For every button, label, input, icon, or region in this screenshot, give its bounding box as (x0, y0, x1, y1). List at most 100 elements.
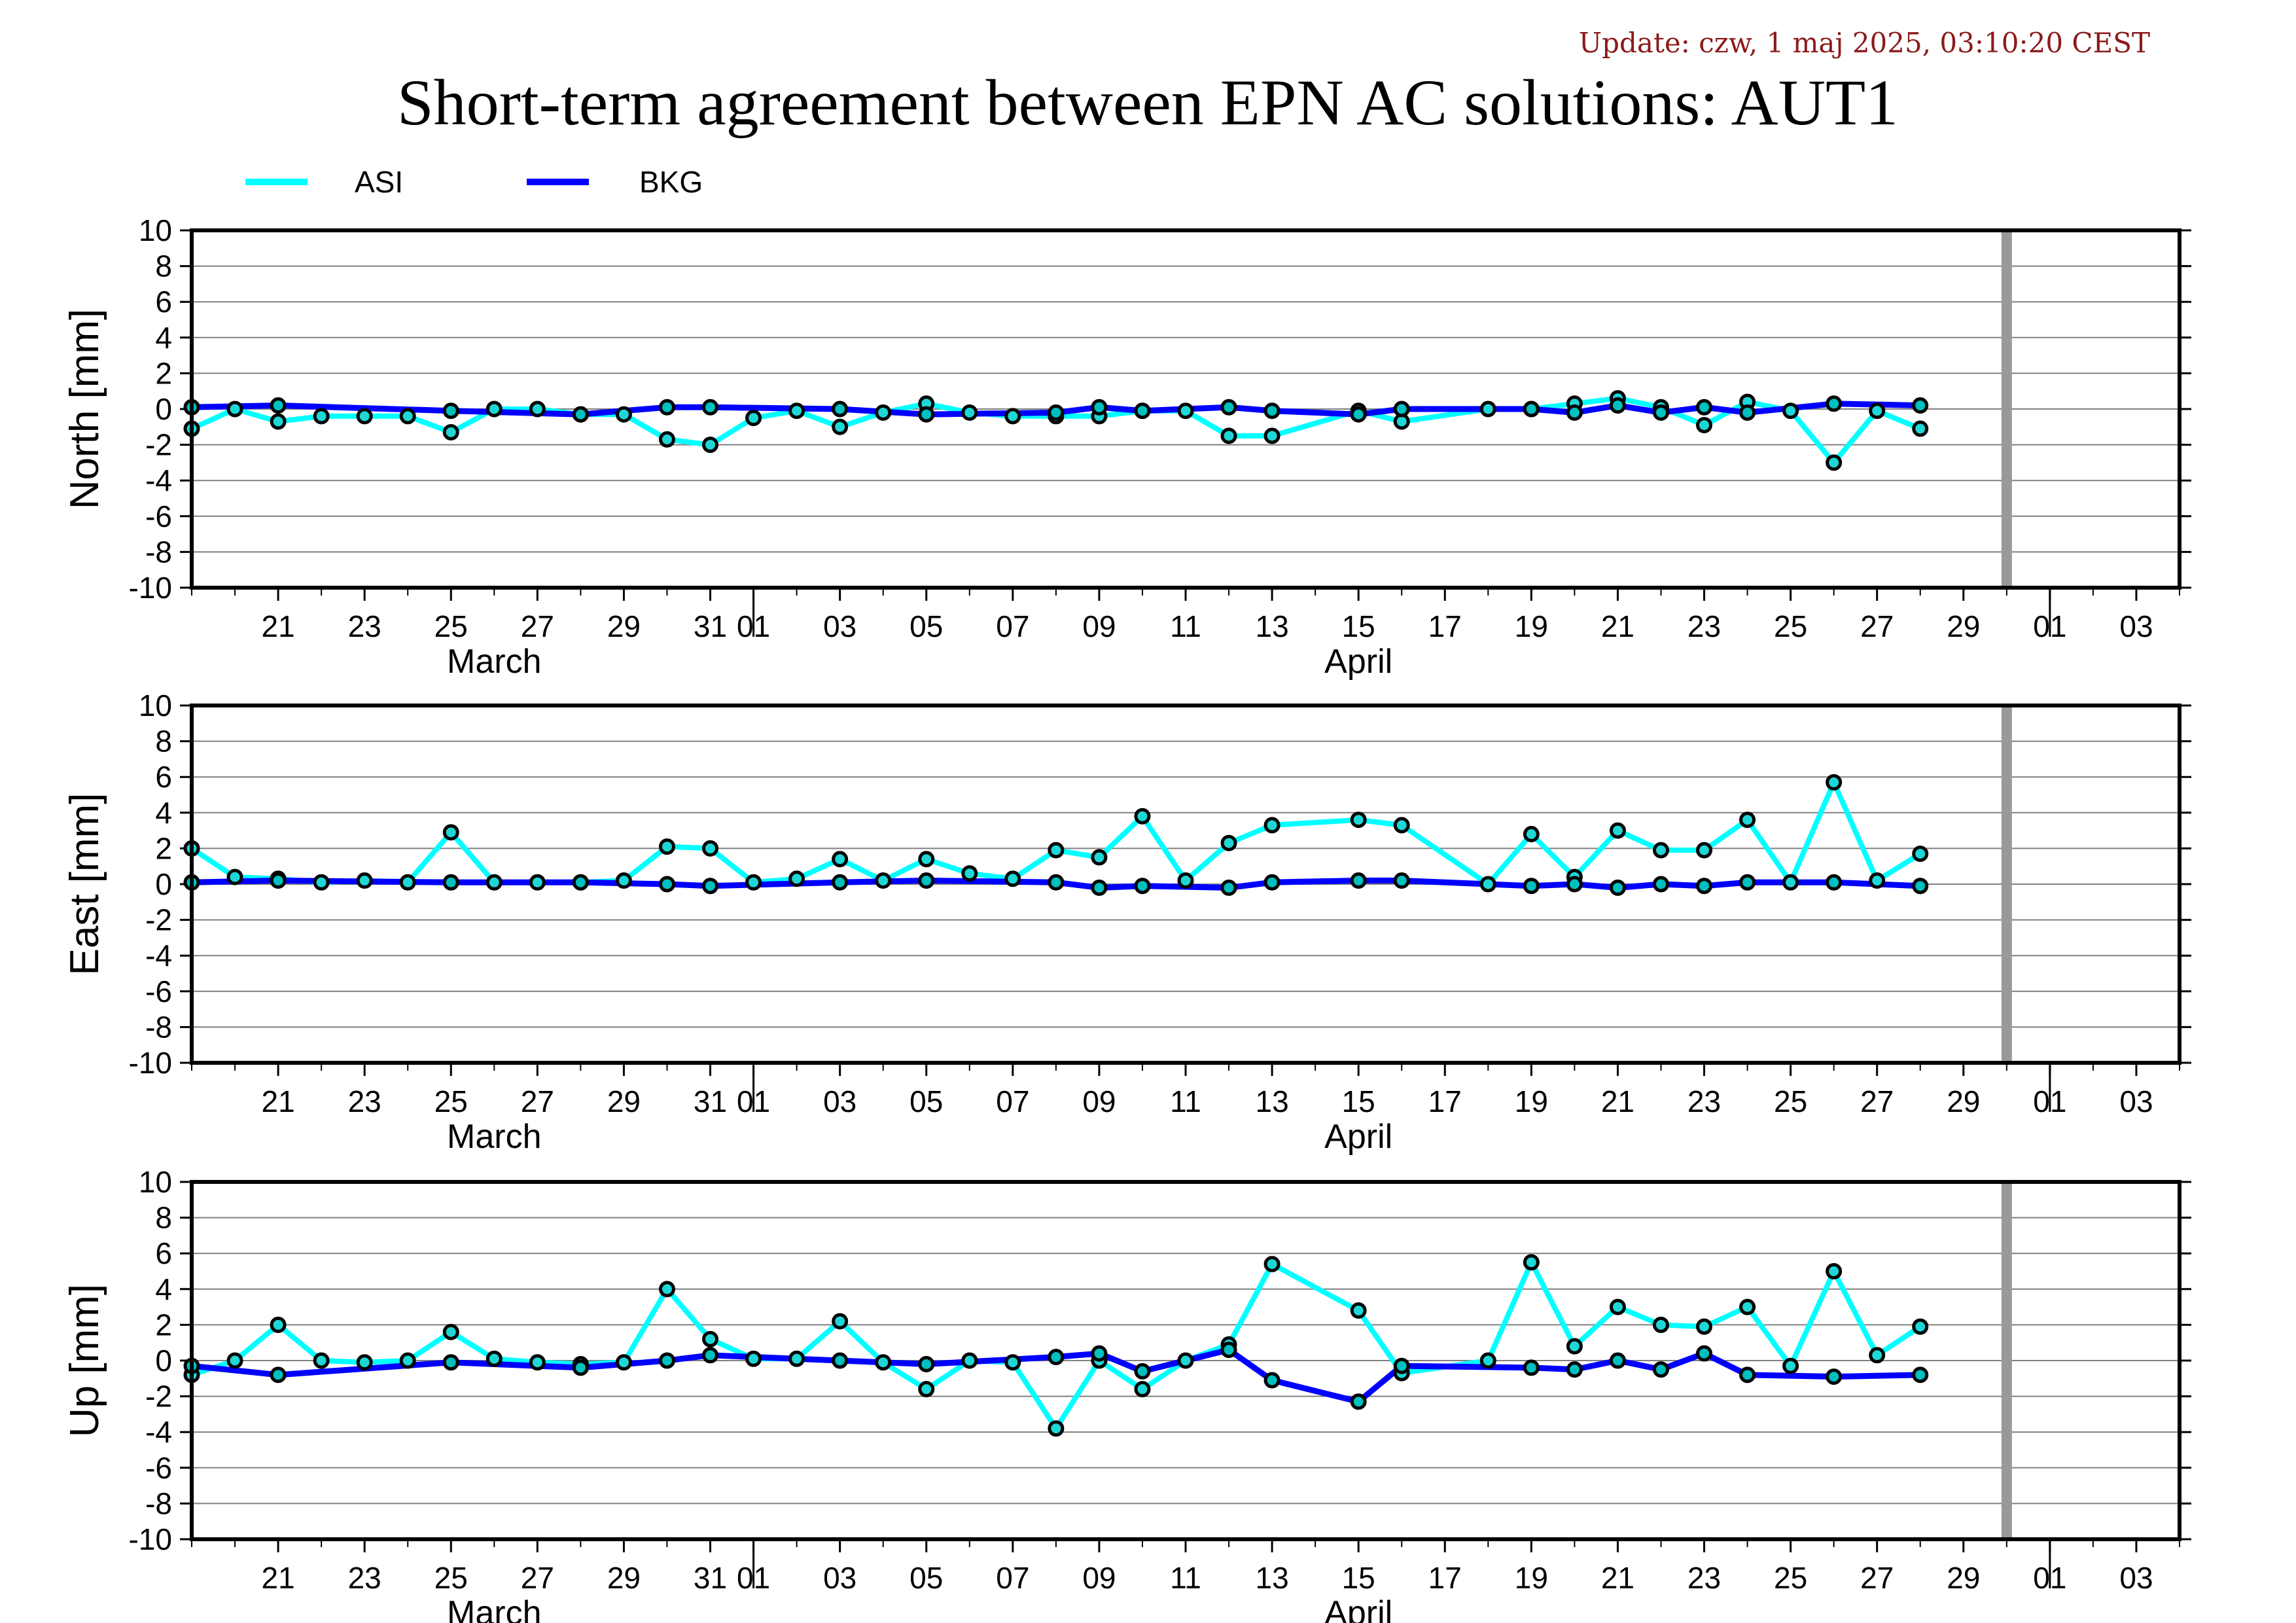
legend: ASI BKG (245, 165, 703, 199)
plot-frame (190, 704, 2181, 1065)
data-point-asi (1912, 420, 1929, 437)
data-point-bkg (1523, 878, 1540, 895)
x-tick-label: 27 (521, 1561, 554, 1595)
data-point-asi (529, 1354, 546, 1371)
data-point-bkg (572, 406, 589, 423)
x-tick-label: 23 (1687, 1084, 1721, 1118)
data-point-asi (1869, 1347, 1886, 1364)
data-point-bkg (1220, 1342, 1237, 1359)
x-tick-label: 23 (1687, 609, 1721, 643)
y-tick-label: 4 (155, 796, 172, 830)
month-label: April (1324, 643, 1392, 681)
data-point-asi (615, 1354, 632, 1371)
data-point-asi (442, 423, 459, 440)
data-point-asi (1566, 1338, 1583, 1355)
data-point-asi (1912, 1318, 1929, 1335)
data-point-asi (1350, 1302, 1367, 1319)
data-point-asi (1220, 427, 1237, 444)
x-tick-label: 31 (694, 1561, 727, 1595)
data-point-asi (1912, 846, 1929, 863)
data-point-asi (832, 1313, 849, 1330)
data-point-bkg (1134, 1363, 1151, 1380)
data-point-asi (875, 1354, 892, 1371)
month-label: April (1324, 1118, 1392, 1156)
data-point-bkg (918, 406, 935, 423)
series-asi (190, 1259, 1922, 1431)
y-tick-label: 2 (155, 831, 172, 865)
x-tick-label: 01 (737, 1084, 770, 1118)
data-point-bkg (1912, 1366, 1929, 1383)
data-point-bkg (1912, 397, 1929, 414)
data-point-asi (486, 401, 503, 418)
x-tick-label: 01 (2033, 1084, 2066, 1118)
x-tick-label: 17 (1428, 1561, 1462, 1595)
data-point-asi (442, 1323, 459, 1340)
data-point-bkg (442, 874, 459, 891)
y-tick-label: -8 (145, 1010, 172, 1044)
data-point-asi (270, 413, 287, 430)
x-tick-label: 23 (348, 1084, 381, 1118)
data-point-asi (918, 851, 935, 868)
data-point-asi (1048, 842, 1065, 859)
data-point-asi (1609, 1298, 1626, 1315)
data-point-asi (745, 1350, 762, 1367)
month-label: March (447, 643, 541, 681)
data-point-asi (1826, 774, 1843, 791)
data-point-asi (529, 401, 546, 418)
y-tick-label: 6 (155, 760, 172, 794)
x-tick-label: 27 (1860, 1084, 1894, 1118)
x-tick-label: 29 (607, 1084, 641, 1118)
data-point-bkg (1739, 1366, 1756, 1383)
x-tick-label: 15 (1342, 1561, 1375, 1595)
data-point-asi (1479, 401, 1496, 418)
data-point-bkg (572, 1359, 589, 1376)
data-point-asi (1263, 427, 1280, 444)
x-tick-label: 13 (1256, 609, 1289, 643)
x-tick-label: 25 (1774, 1084, 1807, 1118)
data-point-bkg (1220, 399, 1237, 416)
x-tick-label: 15 (1342, 1084, 1375, 1118)
data-point-bkg (1393, 401, 1410, 418)
data-point-asi (658, 1281, 675, 1298)
x-tick-label: 13 (1256, 1084, 1289, 1118)
data-point-asi (875, 404, 892, 421)
data-point-bkg (832, 1352, 849, 1369)
data-point-bkg (832, 874, 849, 891)
data-point-bkg (1609, 879, 1626, 896)
data-point-bkg (702, 1347, 719, 1364)
data-point-bkg (1826, 1368, 1843, 1385)
x-tick-label: 11 (1170, 1084, 1201, 1118)
x-tick-label: 11 (1170, 609, 1201, 643)
x-tick-label: 27 (521, 609, 554, 643)
y-tick-label: 6 (155, 285, 172, 319)
data-point-bkg (658, 1352, 675, 1369)
data-point-asi (702, 840, 719, 857)
x-tick-label: 01 (737, 1561, 770, 1595)
x-tick-label: 03 (823, 1561, 857, 1595)
data-point-bkg (1652, 876, 1669, 893)
data-point-asi (356, 872, 373, 889)
data-point-bkg (1350, 406, 1367, 423)
data-point-bkg (1609, 397, 1626, 414)
data-point-bkg (658, 876, 675, 893)
data-point-asi (745, 410, 762, 427)
data-point-asi (1696, 417, 1713, 434)
data-point-asi (1826, 454, 1843, 471)
data-point-asi (356, 1354, 373, 1371)
data-point-asi (313, 408, 330, 425)
y-tick-label: 0 (155, 392, 172, 426)
update-timestamp: Update: czw, 1 maj 2025, 03:10:20 CEST (1579, 27, 2150, 59)
data-point-bkg (1523, 1359, 1540, 1376)
y-tick-label: -6 (145, 1451, 172, 1485)
y-tick-label: 0 (155, 1344, 172, 1378)
data-point-bkg (1609, 1352, 1626, 1369)
data-point-bkg (1652, 404, 1669, 421)
data-point-bkg (1652, 1361, 1669, 1378)
plot-frame (190, 1180, 2181, 1541)
data-point-asi (1134, 808, 1151, 825)
data-point-bkg (1350, 872, 1367, 889)
data-point-asi (832, 851, 849, 868)
y-tick-label: 4 (155, 321, 172, 355)
data-point-asi (1263, 1256, 1280, 1273)
